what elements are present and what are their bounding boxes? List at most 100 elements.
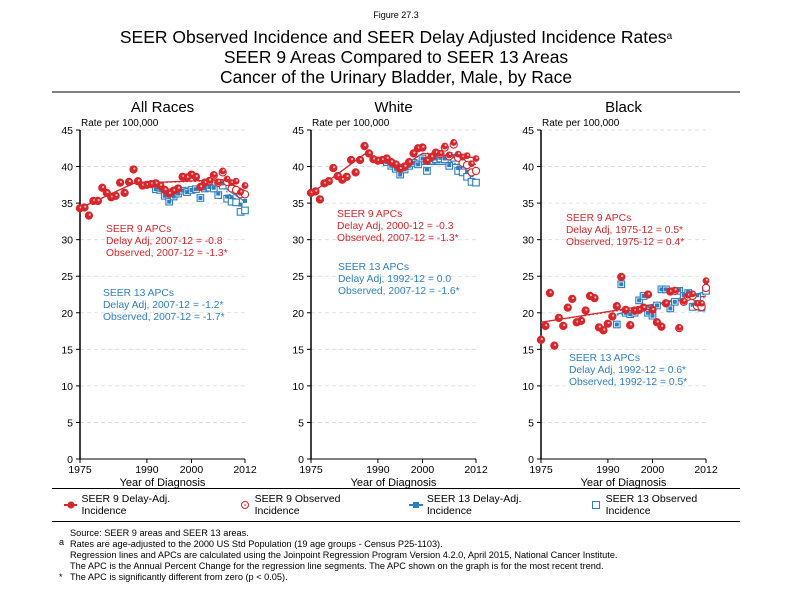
legend-label: SEER 9 Observed Incidence xyxy=(254,493,341,517)
seer9-delay-point-highlight xyxy=(346,174,349,178)
seer13-delay-point xyxy=(176,191,181,196)
footnote-star: The APC is significantly different from … xyxy=(70,572,288,582)
y-tick-label: 5 xyxy=(67,417,73,429)
seer9-delay-point-highlight xyxy=(554,343,557,346)
seer13-apc-text: Observed, 1992-12 = 0.5* xyxy=(569,377,687,388)
footnote-mark-a: a xyxy=(59,537,65,547)
seer9-delay-point xyxy=(237,188,244,196)
seer9-delay-point xyxy=(125,178,133,186)
seer9-delay-point-highlight xyxy=(408,160,412,163)
x-tick-label: 1990 xyxy=(596,464,620,476)
seer9-delay-point xyxy=(604,320,612,328)
panel-white: White Rate per 100,000 Year of Diagnosis 0 5… xyxy=(292,99,488,489)
y-axis-label: Rate per 100,000 xyxy=(81,118,159,129)
seer13-delay-point xyxy=(393,166,398,171)
seer9-delay-point-highlight xyxy=(191,172,194,175)
y-tick-label: 30 xyxy=(61,235,73,247)
seer9-delay-point-highlight xyxy=(195,174,198,178)
seer13-delay-point xyxy=(411,160,416,165)
seer9-delay-point-highlight xyxy=(386,156,389,159)
seer9-delay-point-highlight xyxy=(332,166,336,169)
seer9-delay-point xyxy=(232,177,240,185)
seer13-delay-point xyxy=(677,288,682,293)
y-axis-label: Rate per 100,000 xyxy=(312,118,390,129)
seer9-delay-point xyxy=(640,304,647,312)
hollow-square-icon xyxy=(592,501,601,509)
y-tick-label: 40 xyxy=(292,162,304,174)
filled-circle-icon xyxy=(64,501,78,509)
x-axis-label: Year of Diagnosis xyxy=(581,477,667,489)
seer13-delay-point xyxy=(672,299,677,304)
x-tick-label: 2000 xyxy=(641,464,665,476)
seer9-delay-point-highlight xyxy=(217,180,221,183)
seer13-observed-point xyxy=(472,178,480,187)
y-tick-label: 35 xyxy=(292,198,304,210)
seer13-delay-point xyxy=(189,187,194,192)
seer9-delay-point-highlight xyxy=(168,191,172,194)
seer9-delay-point-highlight xyxy=(164,188,167,191)
seer13-observed-point xyxy=(241,206,249,215)
seer9-delay-point-highlight xyxy=(101,185,105,189)
seer13-apc-text: SEER 13 APCs xyxy=(103,288,174,299)
seer13-delay-point xyxy=(614,322,619,327)
seer9-delay-point-highlight xyxy=(128,180,131,183)
seer9-delay-point xyxy=(591,294,598,302)
seer9-delay-point xyxy=(436,149,444,157)
seer9-delay-point-highlight xyxy=(571,296,575,300)
seer13-apc-text: SEER 13 APCs xyxy=(338,262,409,273)
seer9-delay-point-highlight xyxy=(364,144,367,147)
seer9-delay-point xyxy=(537,336,545,344)
seer13-delay-point xyxy=(153,187,158,192)
seer9-apc-text: Delay Adj, 2000-12 = -0.3 xyxy=(337,221,454,232)
seer9-delay-point-highlight xyxy=(643,305,646,308)
seer9-delay-point-highlight xyxy=(115,193,118,197)
seer13-delay-point xyxy=(416,162,421,167)
seer9-delay-point-highlight xyxy=(558,315,561,319)
x-tick-label: 1990 xyxy=(135,464,159,476)
seer9-delay-point xyxy=(550,342,558,350)
seer9-delay-point-highlight xyxy=(471,161,474,164)
seer9-delay-point-highlight xyxy=(133,167,136,170)
seer9-apc-text: SEER 9 APCs xyxy=(337,209,402,220)
seer9-delay-point xyxy=(617,273,625,281)
seer13-delay-point xyxy=(686,289,691,294)
seer9-delay-point-highlight xyxy=(431,155,434,158)
seer13-apc-text: Delay Adj, 2007-12 = -1.2* xyxy=(103,300,224,311)
y-tick-label: 5 xyxy=(298,417,304,429)
y-tick-label: 30 xyxy=(292,235,304,247)
seer13-delay-point xyxy=(447,163,452,168)
seer9-delay-point xyxy=(568,295,576,303)
y-tick-label: 35 xyxy=(61,198,73,210)
seer9-delay-point xyxy=(564,304,572,312)
y-tick-label: 15 xyxy=(292,344,304,356)
seer13-delay-point xyxy=(158,187,163,192)
seer13-apc-text: Delay Adj, 1992-12 = 0.0 xyxy=(338,274,451,285)
x-axis-label: Year of Diagnosis xyxy=(120,477,206,489)
seer13-delay-point xyxy=(398,172,403,177)
seer9-delay-point-highlight xyxy=(341,177,345,181)
y-tick-label: 15 xyxy=(522,344,534,356)
seer9-delay-point-highlight xyxy=(603,328,606,331)
seer9-delay-point-highlight xyxy=(404,164,407,167)
seer9-apc-text: SEER 9 APCs xyxy=(106,224,171,235)
seer9-delay-point-highlight xyxy=(647,292,650,295)
seer9-delay-point xyxy=(85,212,93,219)
hollow-circle-icon xyxy=(241,501,250,509)
seer9-delay-point xyxy=(94,197,102,205)
legend-top-rule xyxy=(52,488,740,489)
seer13-delay-point xyxy=(420,156,425,161)
seer13-delay-point xyxy=(628,312,633,317)
seer13-delay-point xyxy=(198,195,203,200)
seer9-delay-point xyxy=(559,322,567,330)
seer9-delay-point xyxy=(463,152,471,159)
seer9-delay-point-highlight xyxy=(373,157,376,160)
legend-item-seer9-observed: SEER 9 Observed Incidence xyxy=(239,493,383,517)
seer9-delay-point-highlight xyxy=(124,190,127,194)
y-tick-label: 45 xyxy=(61,125,73,137)
seer13-delay-point xyxy=(654,303,659,308)
seer13-delay-point xyxy=(650,313,655,318)
seer9-delay-point-highlight xyxy=(656,320,659,323)
seer9-delay-point xyxy=(347,156,355,164)
y-tick-label: 0 xyxy=(67,454,73,466)
